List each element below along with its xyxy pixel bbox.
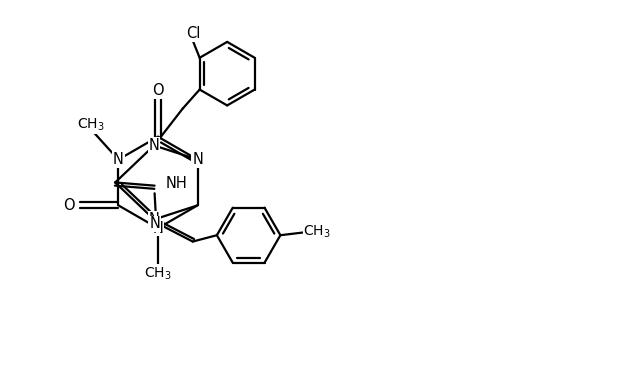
Text: CH$_3$: CH$_3$: [77, 116, 105, 133]
Text: N: N: [148, 212, 159, 227]
Text: N: N: [149, 216, 160, 231]
Text: Cl: Cl: [186, 26, 200, 41]
Text: N: N: [152, 221, 163, 236]
Text: O: O: [152, 83, 164, 98]
Text: CH$_3$: CH$_3$: [144, 265, 172, 281]
Text: N: N: [148, 138, 159, 153]
Text: O: O: [63, 198, 75, 213]
Text: N: N: [113, 152, 124, 167]
Text: CH$_3$: CH$_3$: [303, 224, 331, 240]
Text: NH: NH: [166, 176, 188, 191]
Text: N: N: [192, 152, 203, 167]
